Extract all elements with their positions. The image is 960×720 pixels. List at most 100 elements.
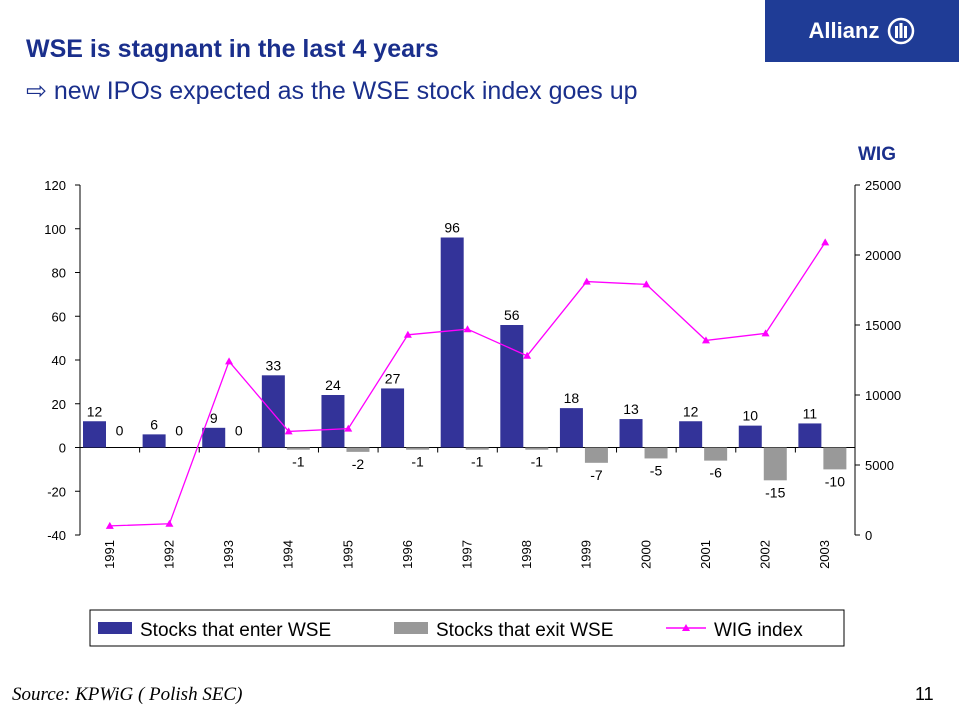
x-tick-label: 1998 [519,540,534,569]
page-title: WSE is stagnant in the last 4 years [26,35,439,63]
wig-point [642,280,651,288]
exit-bar [525,447,549,450]
chart-line [105,238,830,529]
legend-box [89,609,845,647]
right-axis-tick-label: 25000 [865,178,901,193]
enter-data-label: 6 [150,416,158,432]
exit-bar [704,447,728,461]
enter-data-label: 27 [385,370,401,386]
page-number: 11 [915,684,934,704]
left-axis-tick-label: 100 [44,222,66,237]
wig-point [523,351,532,359]
exit-bar [644,447,668,459]
chart-legend: Stocks that enter WSE Stocks that exit WS… [89,609,845,647]
legend-label: Stocks that enter WSE [140,620,331,641]
exit-data-label: -5 [650,462,663,478]
exit-bar [465,447,489,450]
x-tick-label: 1995 [340,540,355,569]
wig-line [109,242,826,527]
enter-bar [738,425,762,448]
x-tick-label: 2002 [758,540,773,569]
wig-point [582,277,591,285]
logo-text: Allianz [808,18,880,43]
enter-data-label: 9 [210,410,218,426]
x-tick-label: 2000 [638,540,653,569]
wig-point [165,519,174,527]
exit-bar [763,447,787,481]
enter-bar [142,434,166,448]
right-axis-title: WIG [858,144,896,165]
wig-point [105,521,114,529]
wig-point [284,427,293,435]
exit-data-label: 0 [116,423,124,439]
x-tick-label: 1996 [400,540,415,569]
x-tick-label: 1994 [281,540,296,569]
wig-point [225,357,234,365]
enter-data-label: 12 [87,403,103,419]
enter-bar [500,325,524,448]
exit-data-label: -2 [352,456,365,472]
exit-data-label: -15 [765,484,785,500]
wig-point [761,329,770,337]
enter-bar [83,421,106,448]
legend-label: Stocks that exit WSE [436,620,613,641]
source-note: Source: KPWiG ( Polish SEC) [12,684,243,705]
enter-bar [679,421,703,448]
enter-data-label: 18 [564,390,580,406]
exit-bar [584,447,608,463]
left-axis-tick-label: -20 [47,484,66,499]
left-axis-tick-label: 60 [52,309,66,324]
chart-bars [83,237,847,481]
enter-bar [559,408,583,448]
chart-axes: -40-200204060801001200500010000150002000… [44,178,901,569]
page-subtitle: ⇨ new IPOs expected as the WSE stock ind… [26,72,786,110]
legend-marker [682,624,690,631]
right-axis-tick-label: 10000 [865,388,901,403]
exit-data-label: -7 [590,467,603,483]
exit-data-label: -1 [471,454,484,470]
legend-swatch [98,622,132,634]
enter-bar [381,388,405,448]
exit-data-label: 0 [175,423,183,439]
enter-data-label: 11 [803,405,818,421]
enter-bar [619,419,643,448]
enter-data-label: 13 [623,401,639,417]
enter-data-label: 33 [266,357,282,373]
allianz-logo: Allianz [765,0,959,62]
enter-bar [798,423,822,448]
x-tick-label: 1991 [102,540,117,569]
exit-bar [346,447,370,452]
left-axis-tick-label: 80 [52,266,66,281]
exit-data-label: 0 [235,423,243,439]
left-axis-tick-label: -40 [47,528,66,543]
left-axis-tick-label: 0 [59,441,66,456]
enter-data-label: 56 [504,307,520,323]
x-tick-label: 1992 [161,540,176,569]
enter-bar [202,427,226,448]
x-tick-label: 1993 [221,540,236,569]
left-axis-tick-label: 20 [52,397,66,412]
right-axis-tick-label: 15000 [865,318,901,333]
exit-bar [286,447,310,450]
chart-labels: 12 6 9 33 24 27 96 56 18 13 12 10 11 0 0 0 -1 -2 -1 -1 -1 -7 -… [87,220,846,501]
enter-bar [321,395,345,448]
left-axis-tick-label: 120 [44,178,66,193]
enter-data-label: 24 [325,377,341,393]
eagle-emblem-icon [888,17,915,45]
wig-point [403,330,412,338]
arrow-icon: ⇨ [26,77,47,105]
right-axis-tick-label: 20000 [865,248,901,263]
right-axis-tick-label: 5000 [865,458,894,473]
wig-point [821,238,830,246]
exit-bar [406,447,430,450]
legend-label: WIG index [714,620,803,641]
left-axis-tick-label: 40 [52,353,66,368]
x-tick-label: 2003 [817,540,832,569]
exit-data-label: -1 [531,454,544,470]
enter-data-label: 96 [444,220,460,236]
x-tick-label: 1999 [579,540,594,569]
exit-data-label: -1 [411,454,424,470]
exit-data-label: -6 [709,465,722,481]
exit-data-label: -1 [292,454,305,470]
